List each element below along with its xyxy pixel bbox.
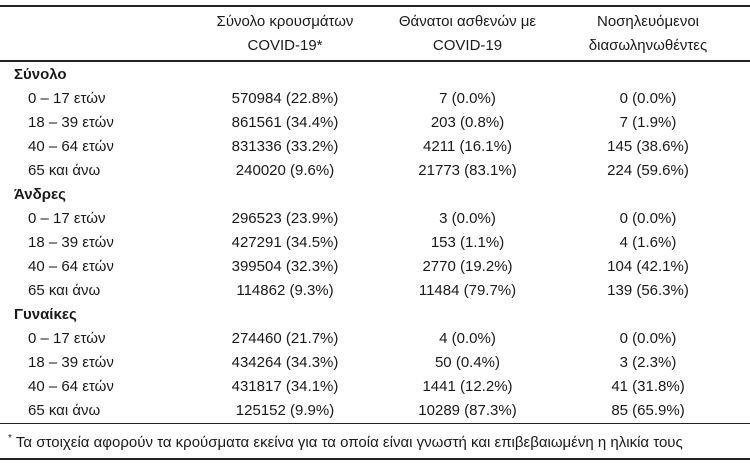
deaths-cell: 4 (0.0%): [439, 330, 496, 347]
table-footnote: * Τα στοιχεία αφορούν τα κρούσματα εκείνα…: [0, 423, 750, 460]
deaths-cell: 7 (0.0%): [439, 90, 496, 107]
cases-cell: 431817 (34.1%): [231, 378, 339, 395]
intubated-cell: 4 (1.6%): [619, 234, 677, 251]
intubated-cell: 85 (65.9%): [611, 402, 685, 419]
deaths-cell: 2770 (19.2%): [422, 258, 513, 275]
footnote-marker: *: [8, 433, 12, 444]
age-label: 65 και άνω: [28, 402, 101, 419]
table-row: 40 – 64 ετών 831336 (33.2%) 4211 (16.1%)…: [0, 135, 750, 159]
table-row: 0 – 17 ετών 570984 (22.8%) 7 (0.0%) 0 (0…: [0, 87, 750, 111]
deaths-cell: 1441 (12.2%): [422, 378, 513, 395]
table-footer: * Τα στοιχεία αφορούν τα κρούσματα εκείνα…: [0, 423, 750, 460]
footnote-text: Τα στοιχεία αφορούν τα κρούσματα εκείνα …: [15, 434, 683, 451]
intubated-cell: 139 (56.3%): [607, 282, 689, 299]
cases-cell: 861561 (34.4%): [231, 114, 339, 131]
section-label: Άνδρες: [14, 186, 66, 203]
table-row: 65 και άνω 240020 (9.6%) 21773 (83.1%) 2…: [0, 159, 750, 183]
intubated-cell: 41 (31.8%): [611, 378, 685, 395]
table-header: Σύνολο κρουσμάτων COVID-19* Θάνατοι ασθε…: [0, 6, 750, 62]
deaths-cell: 21773 (83.1%): [418, 162, 517, 179]
intubated-cell: 0 (0.0%): [619, 330, 677, 347]
deaths-cell: 11484 (79.7%): [418, 282, 517, 299]
cases-cell: 399504 (32.3%): [231, 258, 339, 275]
cases-cell: 274460 (21.7%): [231, 330, 339, 347]
age-label: 0 – 17 ετών: [28, 330, 106, 347]
intubated-cell: 0 (0.0%): [619, 210, 677, 227]
age-label: 18 – 39 ετών: [28, 354, 114, 371]
deaths-cell: 50 (0.4%): [434, 354, 501, 371]
table-row: 18 – 39 ετών 434264 (34.3%) 50 (0.4%) 3 …: [0, 351, 750, 375]
deaths-cell: 203 (0.8%): [430, 114, 505, 131]
column-header-deaths: Θάνατοι ασθενών με COVID-19: [375, 6, 560, 62]
age-label: 65 και άνω: [28, 162, 101, 179]
covid-age-statistics-table: Σύνολο κρουσμάτων COVID-19* Θάνατοι ασθε…: [0, 5, 750, 460]
age-label: 40 – 64 ετών: [28, 138, 114, 155]
table-row: 0 – 17 ετών 274460 (21.7%) 4 (0.0%) 0 (0…: [0, 327, 750, 351]
table-row: 18 – 39 ετών 861561 (34.4%) 203 (0.8%) 7…: [0, 111, 750, 135]
table-row: 65 και άνω 114862 (9.3%) 11484 (79.7%) 1…: [0, 279, 750, 303]
cases-cell: 296523 (23.9%): [231, 210, 339, 227]
deaths-cell: 4211 (16.1%): [423, 138, 512, 155]
section-label: Γυναίκες: [14, 306, 77, 323]
section-row-women: Γυναίκες: [0, 303, 750, 327]
table-row: 40 – 64 ετών 431817 (34.1%) 1441 (12.2%)…: [0, 375, 750, 399]
table-body: Σύνολο 0 – 17 ετών 570984 (22.8%) 7 (0.0…: [0, 61, 750, 424]
age-label: 65 και άνω: [28, 282, 101, 299]
column-header-intubated: Νοσηλευόμενοι διασωληνωθέντες: [560, 6, 750, 62]
age-label: 18 – 39 ετών: [28, 114, 114, 131]
deaths-cell: 153 (1.1%): [430, 234, 505, 251]
intubated-cell: 145 (38.6%): [607, 138, 689, 155]
section-row-men: Άνδρες: [0, 183, 750, 207]
intubated-cell: 7 (1.9%): [619, 114, 677, 131]
age-label: 0 – 17 ετών: [28, 90, 106, 107]
intubated-cell: 0 (0.0%): [619, 90, 677, 107]
table-row: 0 – 17 ετών 296523 (23.9%) 3 (0.0%) 0 (0…: [0, 207, 750, 231]
deaths-cell: 3 (0.0%): [439, 210, 496, 227]
deaths-cell: 10289 (87.3%): [418, 402, 517, 419]
table-row: 65 και άνω 125152 (9.9%) 10289 (87.3%) 8…: [0, 399, 750, 424]
cases-cell: 125152 (9.9%): [235, 402, 335, 419]
cases-cell: 114862 (9.3%): [236, 282, 334, 299]
intubated-cell: 224 (59.6%): [607, 162, 689, 179]
age-label: 40 – 64 ετών: [28, 258, 114, 275]
intubated-cell: 104 (42.1%): [607, 258, 689, 275]
header-row: Σύνολο κρουσμάτων COVID-19* Θάνατοι ασθε…: [0, 6, 750, 62]
intubated-cell: 3 (2.3%): [619, 354, 677, 371]
section-label: Σύνολο: [14, 66, 67, 83]
column-header-cases: Σύνολο κρουσμάτων COVID-19*: [195, 6, 375, 62]
cases-cell: 434264 (34.3%): [231, 354, 339, 371]
cases-cell: 240020 (9.6%): [235, 162, 335, 179]
cases-cell: 570984 (22.8%): [231, 90, 339, 107]
age-label: 40 – 64 ετών: [28, 378, 114, 395]
age-label: 18 – 39 ετών: [28, 234, 114, 251]
cases-cell: 831336 (33.2%): [231, 138, 339, 155]
section-row-total: Σύνολο: [0, 61, 750, 87]
table-row: 18 – 39 ετών 427291 (34.5%) 153 (1.1%) 4…: [0, 231, 750, 255]
cases-cell: 427291 (34.5%): [231, 234, 339, 251]
table-row: 40 – 64 ετών 399504 (32.3%) 2770 (19.2%)…: [0, 255, 750, 279]
column-header-empty: [0, 6, 195, 62]
age-label: 0 – 17 ετών: [28, 210, 106, 227]
footnote-row: * Τα στοιχεία αφορούν τα κρούσματα εκείνα…: [0, 423, 750, 460]
